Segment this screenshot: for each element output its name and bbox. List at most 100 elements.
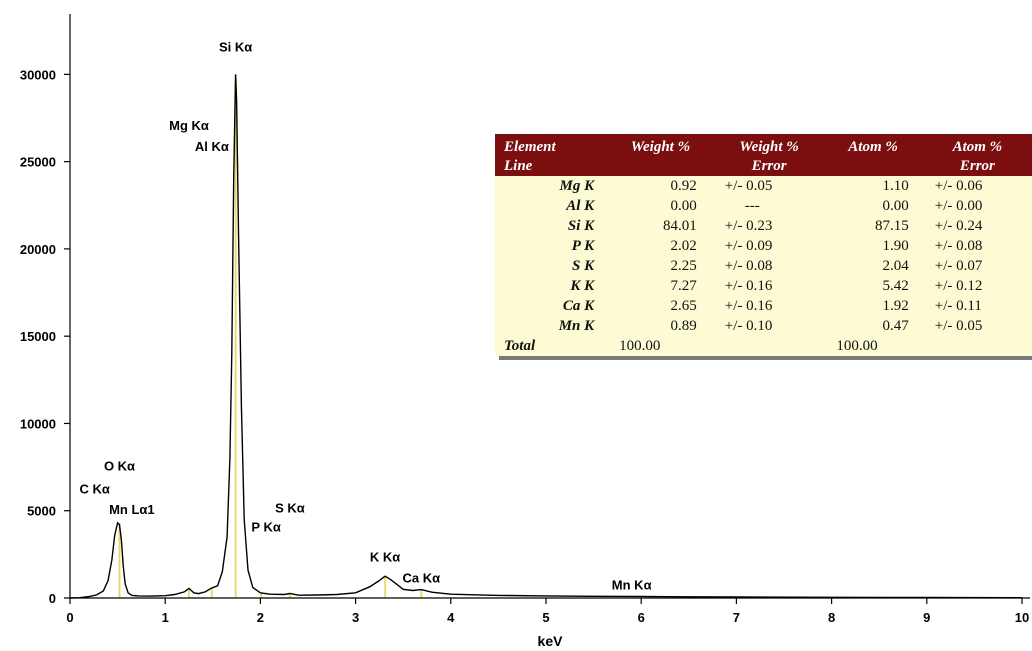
x-tick-label: 3 xyxy=(352,610,359,625)
cell-atom: 0.00 xyxy=(882,198,909,214)
cell-weight-error: --- xyxy=(744,198,760,214)
cell-atom-error: +/- 0.08 xyxy=(934,238,983,254)
x-tick-label: 2 xyxy=(257,610,264,625)
peak-label: Mg Kα xyxy=(169,118,209,133)
table-row: P K 2.02 +/- 0.09 1.90 +/- 0.08 xyxy=(495,236,1032,256)
cell-element: P K xyxy=(571,238,595,254)
y-tick-label: 20000 xyxy=(20,242,56,257)
cell-weight: 2.02 xyxy=(670,238,697,254)
cell-atom: 1.92 xyxy=(882,298,909,314)
table-row: Mn K 0.89 +/- 0.10 0.47 +/- 0.05 xyxy=(495,316,1032,336)
cell-weight: 0.92 xyxy=(670,178,697,194)
cell-atom: 1.90 xyxy=(882,238,909,254)
x-tick-label: 8 xyxy=(828,610,835,625)
peak-label: O Kα xyxy=(104,459,135,474)
header-atom-err-line-1: Atom % xyxy=(922,134,1032,157)
x-tick-label: 10 xyxy=(1015,610,1029,625)
cell-element: Al K xyxy=(566,198,595,214)
cell-atom-error: +/- 0.07 xyxy=(934,258,983,274)
cell-total-atom: 100.00 xyxy=(836,338,878,354)
table-row: Mg K 0.92 +/- 0.05 1.10 +/- 0.06 xyxy=(495,176,1032,196)
peak-label: Si Kα xyxy=(219,40,252,55)
table-header-row-1: Element Weight % Weight % Atom % Atom % xyxy=(495,134,1032,157)
x-tick-label: 4 xyxy=(447,610,455,625)
table-row: K K 7.27 +/- 0.16 5.42 +/- 0.12 xyxy=(495,276,1032,296)
cell-atom-error: +/- 0.06 xyxy=(934,178,983,194)
cell-weight-error: +/- 0.16 xyxy=(724,278,773,294)
peak-label: C Kα xyxy=(80,481,110,496)
cell-total-atom-error xyxy=(923,336,1032,356)
table-row: S K 2.25 +/- 0.08 2.04 +/- 0.07 xyxy=(495,256,1032,276)
cell-atom: 2.04 xyxy=(882,258,909,274)
cell-atom-error: +/- 0.24 xyxy=(934,218,983,234)
cell-weight-error: +/- 0.10 xyxy=(724,318,773,334)
peak-label: Mn Kα xyxy=(612,577,652,592)
cell-total-weight-error xyxy=(715,336,824,356)
table-header-row-2: Line Error Error xyxy=(495,157,1032,176)
cell-element: Mn K xyxy=(558,318,595,334)
cell-total-weight: 100.00 xyxy=(619,338,661,354)
cell-weight: 7.27 xyxy=(670,278,697,294)
peak-label: P Kα xyxy=(251,520,280,535)
header-element-line-1: Element xyxy=(495,134,607,157)
cell-atom: 1.10 xyxy=(882,178,909,194)
cell-weight: 0.89 xyxy=(670,318,697,334)
x-tick-label: 0 xyxy=(66,610,73,625)
y-tick-label: 0 xyxy=(49,591,56,606)
axis-ticks-layer: 0 5000 10000 15000 20000 25000 30000 0 1 2 3 4 5 6 7 8 9… xyxy=(20,67,1029,625)
cell-weight: 2.25 xyxy=(670,258,697,274)
cell-element: S K xyxy=(572,258,595,274)
cell-atom-error: +/- 0.00 xyxy=(934,198,983,214)
header-weight-pct-line-1: Weight % xyxy=(606,134,715,157)
peak-label: Ca Kα xyxy=(402,570,440,585)
table-total-row: Total 100.00 100.00 xyxy=(495,336,1032,356)
cell-atom-error: +/- 0.05 xyxy=(934,318,983,334)
header-weight-pct-line-2 xyxy=(606,157,715,176)
peak-label: S Kα xyxy=(275,500,305,515)
peak-label: Al Kα xyxy=(195,139,229,154)
cell-total-label: Total xyxy=(504,338,536,354)
header-atom-err-line-2: Error xyxy=(922,157,1032,176)
table-row: Si K 84.01 +/- 0.23 87.15 +/- 0.24 xyxy=(495,216,1032,236)
cell-element: Mg K xyxy=(559,178,595,194)
quantification-results-table: Element Weight % Weight % Atom % Atom % … xyxy=(495,134,1032,356)
x-tick-label: 7 xyxy=(733,610,740,625)
cell-weight: 84.01 xyxy=(663,218,697,234)
spectrum-series-line xyxy=(69,74,1023,599)
peak-label-layer: Si Kα Mg Kα Al Kα O Kα C Kα Mn Lα1 S Kα P Kα K K… xyxy=(80,40,652,593)
cell-element: Si K xyxy=(567,218,595,234)
cell-weight: 2.65 xyxy=(670,298,697,314)
y-tick-label: 10000 xyxy=(20,416,56,431)
cell-atom: 0.47 xyxy=(882,318,909,334)
table-body: Mg K 0.92 +/- 0.05 1.10 +/- 0.06 Al K 0.… xyxy=(495,176,1032,356)
header-atom-pct-line-2 xyxy=(823,157,923,176)
table-row: Al K 0.00 --- 0.00 +/- 0.00 xyxy=(495,196,1032,216)
cell-element: K K xyxy=(570,278,595,294)
cell-weight-error: +/- 0.09 xyxy=(724,238,773,254)
cell-weight-error: +/- 0.16 xyxy=(724,298,773,314)
x-tick-label: 5 xyxy=(542,610,549,625)
peak-label: Mn Lα1 xyxy=(109,502,155,517)
x-axis-title: keV xyxy=(538,633,564,649)
header-weight-err-line-2: Error xyxy=(714,157,824,176)
cell-atom: 5.42 xyxy=(882,278,909,294)
x-tick-label: 6 xyxy=(638,610,645,625)
header-weight-err-line-1: Weight % xyxy=(714,134,824,157)
cell-atom-error: +/- 0.12 xyxy=(934,278,983,294)
x-tick-label: 9 xyxy=(923,610,930,625)
y-tick-label: 30000 xyxy=(20,67,56,82)
cell-weight: 0.00 xyxy=(670,198,697,214)
header-element-line-2: Line xyxy=(495,157,607,176)
y-tick-label: 25000 xyxy=(20,155,56,170)
cell-atom: 87.15 xyxy=(875,218,909,234)
cell-element: Ca K xyxy=(562,298,595,314)
table-row: Ca K 2.65 +/- 0.16 1.92 +/- 0.11 xyxy=(495,296,1032,316)
cell-weight-error: +/- 0.23 xyxy=(724,218,773,234)
header-atom-pct-line-1: Atom % xyxy=(823,134,923,157)
y-tick-label: 15000 xyxy=(20,329,56,344)
cell-weight-error: +/- 0.05 xyxy=(724,178,773,194)
x-tick-label: 1 xyxy=(162,610,169,625)
cell-weight-error: +/- 0.08 xyxy=(724,258,773,274)
cell-atom-error: +/- 0.11 xyxy=(934,298,982,314)
